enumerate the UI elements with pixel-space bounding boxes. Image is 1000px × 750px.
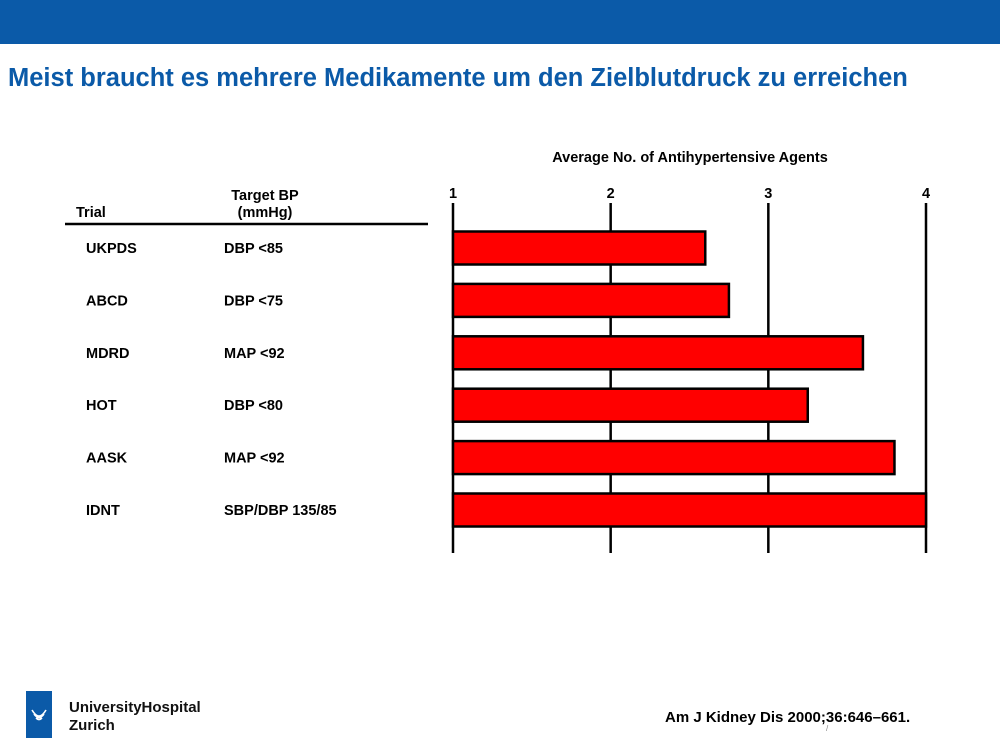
bar	[451, 439, 896, 476]
logo-name-line1: UniversityHospital	[69, 699, 201, 716]
trial-label: MDRD	[86, 346, 130, 362]
x-tick-label: 2	[607, 186, 615, 202]
target-bp-label: DBP <85	[224, 241, 283, 257]
bar	[451, 492, 928, 528]
bar	[451, 230, 707, 266]
target-bp-header: Target BP	[231, 188, 299, 204]
trial-label: HOT	[86, 398, 117, 414]
x-tick-label: 4	[922, 186, 930, 202]
trial-label: IDNT	[86, 503, 120, 519]
bar	[451, 282, 731, 319]
x-tick-label: 3	[764, 186, 772, 202]
citation: Am J Kidney Dis 2000;36:646–661.	[665, 709, 911, 726]
logo-emblem-icon	[31, 709, 47, 721]
target-bp-unit-header: (mmHg)	[238, 205, 293, 221]
page-mark: /	[826, 724, 829, 733]
target-bp-label: MAP <92	[224, 451, 285, 467]
header-bar	[0, 0, 1000, 44]
university-hospital-logo-icon	[26, 691, 52, 738]
trial-label: UKPDS	[86, 241, 137, 257]
trial-label: AASK	[86, 451, 128, 467]
target-bp-label: DBP <80	[224, 398, 283, 414]
target-bp-label: SBP/DBP 135/85	[224, 503, 337, 519]
logo-name-line2: Zurich	[69, 717, 115, 734]
bar	[451, 387, 809, 423]
x-tick-label: 1	[449, 186, 457, 202]
trial-header: Trial	[76, 205, 106, 221]
slide-title: Meist braucht es mehrere Medikamente um …	[8, 64, 908, 92]
trial-label: ABCD	[86, 293, 128, 309]
x-tick-labels: 1 2 3 4	[449, 186, 930, 202]
chart-title: Average No. of Antihypertensive Agents	[552, 150, 828, 166]
row-labels: UKPDS DBP <85 ABCD DBP <75 MDRD MAP <92 HOT DBP…	[86, 241, 337, 519]
logo-text: UniversityHospital Zurich	[69, 699, 201, 735]
bar	[451, 335, 865, 371]
target-bp-label: DBP <75	[224, 293, 283, 309]
bars	[451, 230, 928, 528]
target-bp-label: MAP <92	[224, 346, 285, 362]
